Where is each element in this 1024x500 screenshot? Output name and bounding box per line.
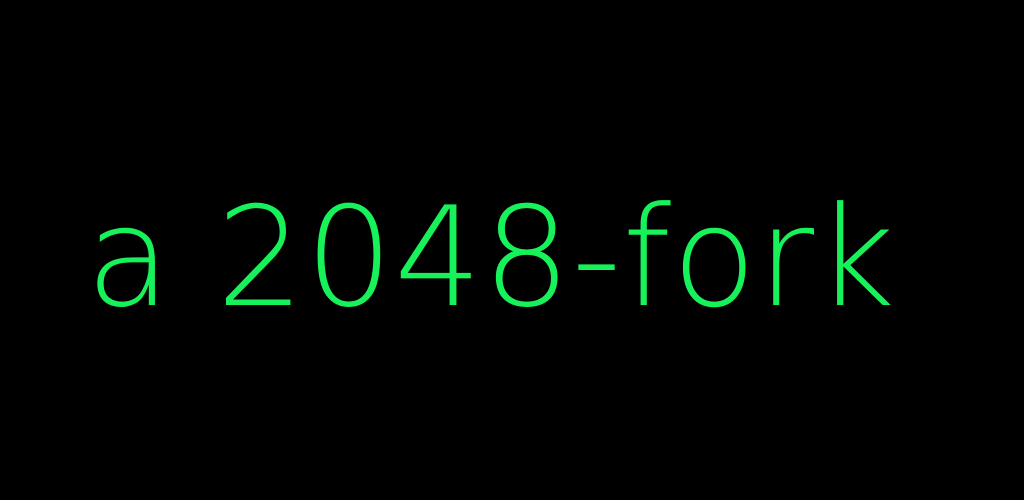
app-title: a 2048-fork <box>86 177 897 338</box>
